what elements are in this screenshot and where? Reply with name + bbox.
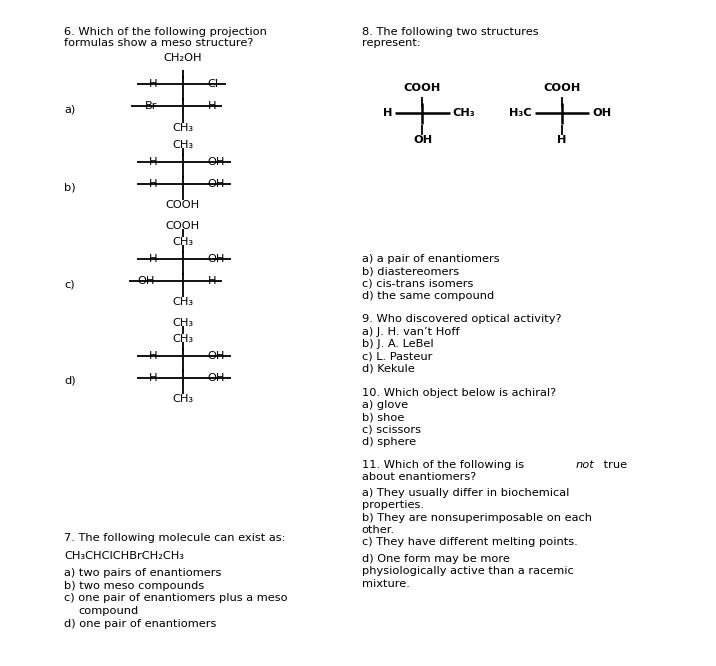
Text: c): c): [64, 279, 75, 290]
Text: CH₃: CH₃: [172, 140, 193, 150]
Text: OH: OH: [208, 351, 225, 362]
Text: c) They have different melting points.: c) They have different melting points.: [362, 537, 577, 547]
Text: 7. The following molecule can exist as:: 7. The following molecule can exist as:: [64, 533, 286, 543]
Text: 8. The following two structures
represent:: 8. The following two structures represen…: [362, 27, 538, 48]
Text: H: H: [208, 101, 216, 111]
Text: H₃C: H₃C: [509, 108, 532, 119]
Text: CH₃: CH₃: [172, 237, 193, 247]
Text: d) Kekule: d) Kekule: [362, 364, 415, 374]
Text: CH₃: CH₃: [453, 108, 475, 119]
Text: CH₃: CH₃: [172, 394, 193, 404]
Text: H: H: [149, 178, 158, 189]
Text: b) J. A. LeBel: b) J. A. LeBel: [362, 339, 433, 349]
Text: COOH: COOH: [165, 221, 200, 231]
Text: CH₃: CH₃: [172, 297, 193, 307]
Text: d) the same compound: d) the same compound: [362, 291, 494, 301]
Text: H: H: [208, 276, 216, 286]
Text: H: H: [383, 108, 392, 119]
Text: COOH: COOH: [404, 83, 441, 93]
Text: COOH: COOH: [543, 83, 581, 93]
Text: b) two meso compounds: b) two meso compounds: [64, 581, 205, 591]
Text: a): a): [64, 105, 76, 115]
Text: OH: OH: [208, 178, 225, 189]
Text: mixture.: mixture.: [362, 579, 410, 589]
Text: OH: OH: [592, 108, 611, 119]
Text: H: H: [149, 373, 158, 384]
Text: 10. Which object below is achiral?: 10. Which object below is achiral?: [362, 388, 556, 398]
Text: a) glove: a) glove: [362, 400, 407, 410]
Text: true: true: [599, 460, 626, 470]
Text: CH₃CHClCHBrCH₂CH₃: CH₃CHClCHBrCH₂CH₃: [64, 551, 185, 561]
Text: c) cis-trans isomers: c) cis-trans isomers: [362, 278, 473, 288]
Text: b) shoe: b) shoe: [362, 412, 404, 422]
Text: OH: OH: [413, 135, 432, 145]
Text: b) They are nonsuperimposable on each: b) They are nonsuperimposable on each: [362, 513, 591, 523]
Text: c) L. Pasteur: c) L. Pasteur: [362, 352, 432, 362]
Text: CH₃: CH₃: [172, 318, 193, 328]
Text: COOH: COOH: [165, 200, 200, 210]
Text: Br: Br: [145, 101, 158, 111]
Text: not: not: [576, 460, 594, 470]
Text: OH: OH: [138, 276, 155, 286]
Text: other.: other.: [362, 525, 395, 535]
Text: H: H: [149, 254, 158, 264]
Text: b) diastereomers: b) diastereomers: [362, 266, 459, 276]
Text: 11. Which of the following is: 11. Which of the following is: [362, 460, 527, 470]
Text: H: H: [557, 135, 567, 145]
Text: 6. Which of the following projection
formulas show a meso structure?: 6. Which of the following projection for…: [64, 27, 267, 48]
Text: d) sphere: d) sphere: [362, 437, 416, 447]
Text: b): b): [64, 182, 76, 193]
Text: d): d): [64, 376, 76, 386]
Text: c) scissors: c) scissors: [362, 424, 420, 434]
Text: H: H: [149, 79, 158, 89]
Text: physiologically active than a racemic: physiologically active than a racemic: [362, 566, 574, 576]
Text: Cl: Cl: [208, 79, 219, 89]
Text: d) one pair of enantiomers: d) one pair of enantiomers: [64, 619, 217, 629]
Text: c) one pair of enantiomers plus a meso: c) one pair of enantiomers plus a meso: [64, 593, 288, 603]
Text: a) They usually differ in biochemical: a) They usually differ in biochemical: [362, 488, 569, 498]
Text: H: H: [149, 157, 158, 167]
Text: CH₃: CH₃: [172, 123, 193, 133]
Text: a) a pair of enantiomers: a) a pair of enantiomers: [362, 254, 499, 264]
Text: compound: compound: [79, 606, 139, 616]
Text: OH: OH: [208, 157, 225, 167]
Text: a) J. H. van’t Hoff: a) J. H. van’t Hoff: [362, 327, 459, 337]
Text: 9. Who discovered optical activity?: 9. Who discovered optical activity?: [362, 314, 561, 324]
Text: OH: OH: [208, 373, 225, 384]
Text: about enantiomers?: about enantiomers?: [362, 472, 476, 482]
Text: CH₃: CH₃: [172, 334, 193, 344]
Text: properties.: properties.: [362, 500, 424, 510]
Text: d) One form may be more: d) One form may be more: [362, 554, 510, 564]
Text: CH₂OH: CH₂OH: [163, 53, 202, 63]
Text: OH: OH: [208, 254, 225, 264]
Text: a) two pairs of enantiomers: a) two pairs of enantiomers: [64, 568, 222, 578]
Text: H: H: [149, 351, 158, 362]
